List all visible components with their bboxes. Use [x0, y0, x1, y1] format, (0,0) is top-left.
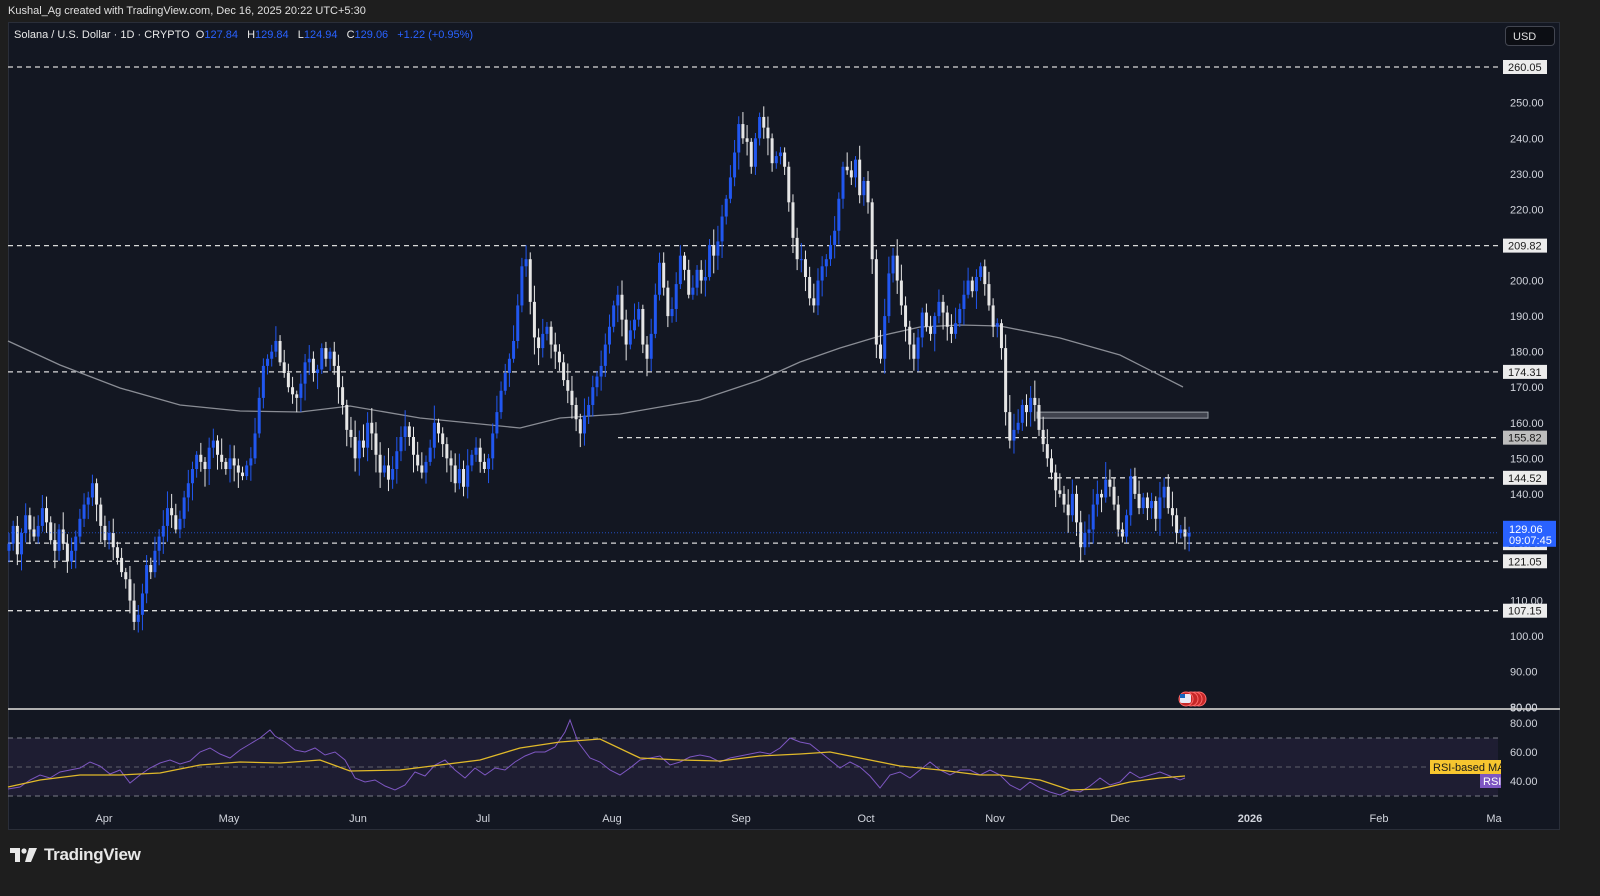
change-value: +1.22 (+0.95%): [397, 29, 474, 41]
brand-name: TradingView: [44, 845, 141, 864]
countdown-timer: 09:07:45: [1509, 535, 1552, 547]
level-price-tag: [1503, 603, 1547, 618]
close-value: 129.06: [354, 29, 389, 41]
rsi-line: [7, 718, 1186, 796]
time-axis-tick: Apr: [95, 813, 112, 825]
price-axis-tick: 90.00: [1510, 667, 1538, 679]
rsi-axis-tick: 80.00: [1510, 718, 1538, 730]
symbol-legend: Solana / U.S. Dollar · 1D · CRYPTO O127.…: [14, 29, 479, 41]
level-price-label: 260.05: [1508, 62, 1542, 74]
price-axis-tick: 80.00: [1510, 702, 1538, 714]
chart-credit: Kushal_Ag created with TradingView.com, …: [8, 5, 366, 17]
price-axis-tick: 160.00: [1510, 418, 1544, 430]
level-price-label: 174.31: [1508, 367, 1542, 379]
rsi-band: [8, 738, 1498, 796]
time-axis-tick: May: [219, 813, 240, 825]
symbol-title[interactable]: Solana / U.S. Dollar · 1D · CRYPTO: [14, 29, 190, 41]
price-axis-tick: 230.00: [1510, 169, 1544, 181]
level-price-label: 107.15: [1508, 606, 1542, 618]
level-price-tag: [1503, 470, 1547, 485]
high-value: 129.84: [255, 29, 289, 41]
open-value: 127.84: [204, 29, 238, 41]
economic-events-icon[interactable]: [1178, 691, 1207, 707]
level-price-tag: [1503, 364, 1547, 379]
time-axis-tick: Ma: [1486, 813, 1502, 825]
rsi-axis-tick: 40.00: [1510, 776, 1538, 788]
rsi-ma-line: [7, 738, 1186, 791]
rsi-ma-label-tag: [1430, 760, 1501, 774]
last-price-value: 129.06: [1509, 524, 1543, 536]
supply-zone-rectangle[interactable]: [1036, 411, 1209, 419]
close-label: C: [346, 29, 355, 41]
high-label: H: [247, 29, 256, 41]
time-axis-tick: 2026: [1238, 813, 1262, 825]
currency-button[interactable]: USD: [1505, 26, 1555, 46]
time-axis-tick: Jun: [349, 813, 367, 825]
rsi-label: RSI: [1483, 776, 1501, 788]
low-value: 124.94: [303, 29, 338, 41]
candlestick-series: [7, 106, 1191, 633]
low-label: L: [297, 29, 304, 41]
price-axis-tick: 220.00: [1510, 204, 1544, 216]
open-label: O: [195, 29, 205, 41]
tradingview-logo[interactable]: TradingView: [10, 845, 141, 865]
time-axis-tick: Oct: [857, 813, 874, 825]
price-axis-tick: 180.00: [1510, 347, 1544, 359]
level-price-label: 209.82: [1508, 241, 1542, 253]
price-axis-tick: 250.00: [1510, 98, 1544, 110]
price-axis-tick: 190.00: [1510, 311, 1544, 323]
level-price-tag: [1503, 554, 1547, 569]
rsi-label-tag: [1480, 774, 1501, 788]
level-price-tag: [1503, 430, 1547, 445]
price-axis-tick: 140.00: [1510, 489, 1544, 501]
time-axis-tick: Nov: [985, 813, 1005, 825]
chart-frame: [8, 22, 1560, 830]
price-axis-tick: 200.00: [1510, 276, 1544, 288]
level-price-tag: [1503, 238, 1547, 253]
moving-average-line: [7, 324, 1184, 429]
time-axis-tick: Jul: [476, 813, 490, 825]
rsi-axis-tick: 60.00: [1510, 747, 1538, 759]
price-axis-tick: 240.00: [1510, 133, 1544, 145]
level-price-tag: [1503, 60, 1547, 74]
price-axis-tick: 100.00: [1510, 631, 1544, 643]
price-axis-tick: 150.00: [1510, 453, 1544, 465]
time-axis-tick: Sep: [731, 813, 751, 825]
time-axis-tick: Aug: [602, 813, 622, 825]
price-axis-tick: 170.00: [1510, 382, 1544, 394]
last-price-tag: [1503, 520, 1556, 547]
level-price-label: 155.82: [1508, 433, 1542, 445]
level-price-label: 121.05: [1508, 556, 1542, 568]
level-price-label: 144.52: [1508, 473, 1542, 485]
rsi-ma-label: RSI-based MA: [1433, 762, 1505, 774]
time-axis-tick: Feb: [1370, 813, 1389, 825]
time-axis-tick: Dec: [1110, 813, 1130, 825]
tradingview-logo-icon: [10, 848, 37, 862]
